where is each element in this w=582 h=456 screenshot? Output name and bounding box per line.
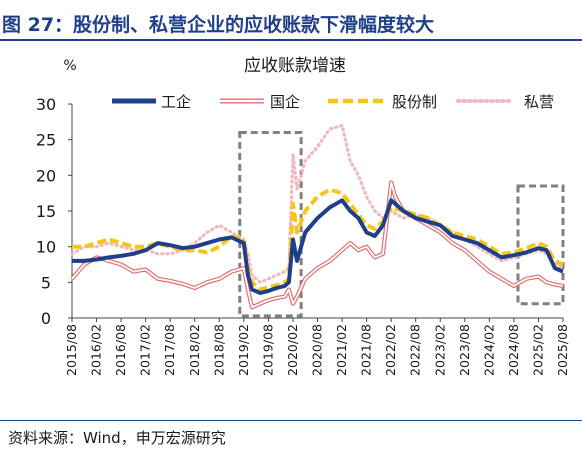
x-tick-label: 2021/02 xyxy=(334,324,349,376)
x-tick-label: 2022/08 xyxy=(408,324,423,376)
series-line-国企-inner xyxy=(71,181,564,309)
chart-title: 应收账款增速 xyxy=(244,56,346,76)
axes: 0 5 10 15 20 25 30 2015/08 2016/02 2016/08 2017/02… xyxy=(36,95,570,376)
source-note: 资料来源：Wind，申万宏源研究 xyxy=(8,429,226,447)
y-tick-label: 0 xyxy=(41,309,51,328)
series-lines xyxy=(70,123,565,310)
figure-title: 图 27：股份制、私营企业的应收账款下滑幅度较大 xyxy=(2,14,435,36)
x-tick-label: 2017/08 xyxy=(162,324,177,376)
series-line-股份制 xyxy=(72,187,564,292)
highlight-box xyxy=(516,184,565,306)
y-tick-label: 20 xyxy=(36,166,56,185)
line-chart: 应收账款增速 % 工企 国企 股份制 私营 0 5 10 15 20 25 30 2015/0… xyxy=(36,56,570,376)
x-tick-label: 2019/08 xyxy=(260,324,275,376)
legend-label-gufenzhi: 股份制 xyxy=(392,93,437,111)
x-tick-label: 2015/08 xyxy=(64,324,79,376)
x-tick-label: 2025/02 xyxy=(530,324,545,376)
legend-label-gongqi: 工企 xyxy=(161,93,191,111)
legend-label-siying: 私营 xyxy=(524,93,554,111)
series-line-私营 xyxy=(70,123,565,285)
y-tick-label: 25 xyxy=(36,131,56,150)
highlight-box xyxy=(238,131,303,318)
y-tick-label: 10 xyxy=(36,238,56,257)
series-line-工企 xyxy=(72,198,564,295)
y-tick-label: 30 xyxy=(36,95,56,114)
x-tick-label: 2020/02 xyxy=(285,324,300,376)
x-tick-label: 2018/08 xyxy=(211,324,226,376)
legend-label-guoqi: 国企 xyxy=(270,93,300,111)
x-tick-label: 2020/08 xyxy=(310,324,325,376)
y-unit-label: % xyxy=(63,58,76,74)
title-rule xyxy=(0,39,582,41)
highlight-boxes xyxy=(238,131,565,318)
x-tick-label: 2016/02 xyxy=(89,324,104,376)
series-line-国企 xyxy=(70,180,564,310)
x-tick-label: 2024/08 xyxy=(506,324,521,376)
x-tick-label: 2018/02 xyxy=(187,324,202,376)
x-tick-label: 2019/02 xyxy=(236,324,251,376)
x-tick-label: 2023/02 xyxy=(432,324,447,376)
y-tick-label: 5 xyxy=(41,273,51,292)
x-tick-label: 2016/08 xyxy=(113,324,128,376)
x-tick-label: 2023/08 xyxy=(457,324,472,376)
bottom-rule xyxy=(0,420,582,421)
x-tick-label: 2022/02 xyxy=(383,324,398,376)
x-tick-label: 2021/08 xyxy=(359,324,374,376)
x-tick-label: 2017/02 xyxy=(138,324,153,376)
x-tick-label: 2024/02 xyxy=(481,324,496,376)
legend: 工企 国企 股份制 私营 xyxy=(112,93,554,111)
y-tick-label: 15 xyxy=(36,202,56,221)
x-tick-label: 2025/08 xyxy=(555,324,570,376)
